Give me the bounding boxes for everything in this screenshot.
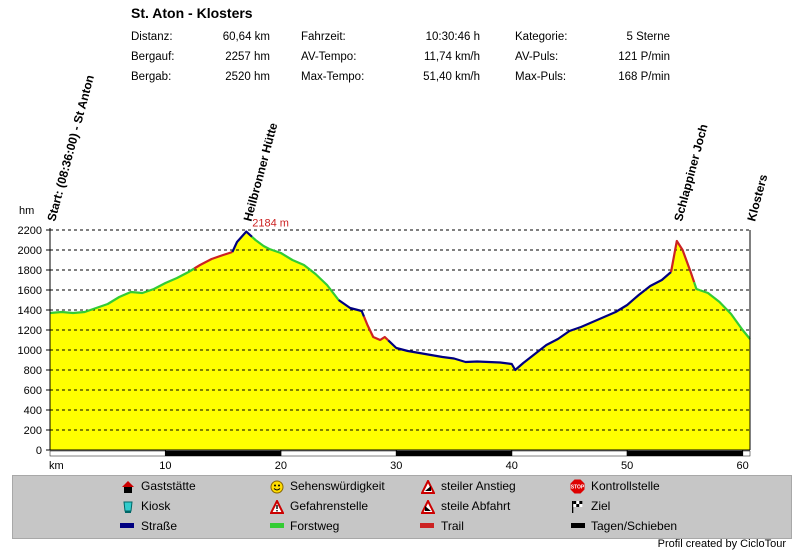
trail-line [420, 523, 434, 528]
elevation-chart: 0 200 400 600 800 1000 1200 1400 1600 1800 2000 220… [18, 73, 771, 472]
x-tick-label: 40 [506, 460, 518, 472]
y-tick-label: 400 [24, 405, 42, 417]
legend: Gaststätte Kiosk Straße Sehenswürdigkeit… [12, 475, 792, 539]
x-tick-label: 50 [621, 460, 633, 472]
warning-icon [270, 500, 284, 514]
legend-label-steile-abfahrt: steile Abfahrt [441, 499, 511, 513]
y-axis-label: hm [19, 205, 34, 217]
x-tick-label: 30 [390, 460, 402, 472]
waypoint-label: Start: (08:36:00) - St Anton [44, 73, 97, 222]
waypoint-label: Schlappiner Joch [671, 123, 710, 223]
stat-label-max-speed: Max-Tempo: [301, 71, 365, 83]
legend-label-forstweg: Forstweg [290, 519, 340, 533]
stat-value-time: 10:30:46 h [425, 31, 480, 43]
stat-label-distance: Distanz: [131, 31, 173, 43]
stat-label-descent: Bergab: [131, 71, 172, 83]
x-tick-label: 60 [736, 460, 748, 472]
road-line [120, 523, 134, 528]
y-tick-label: 600 [24, 385, 42, 397]
axes [49, 228, 751, 457]
y-tick-label: 1400 [18, 305, 42, 317]
stop-icon: STOP [570, 479, 585, 494]
forest-line [270, 523, 284, 528]
y-tick-label: 800 [24, 365, 42, 377]
stat-label-category: Kategorie: [515, 31, 568, 43]
stat-label-avg-pulse: AV-Puls: [515, 51, 559, 63]
legend-label-kontrollstelle: Kontrollstelle [591, 479, 660, 493]
stat-value-avg-speed: 11,74 km/h [423, 51, 480, 63]
y-tick-label: 1800 [18, 265, 42, 277]
profile-fill [50, 231, 750, 450]
push-segment [165, 451, 281, 456]
profile-line [49, 230, 751, 372]
legend-label-trail: Trail [441, 519, 464, 533]
svg-text:STOP: STOP [571, 485, 585, 491]
legend-label-schieben: Tagen/Schieben [591, 519, 678, 533]
waypoint-label: Klosters [744, 172, 770, 222]
surface-segment [231, 230, 253, 253]
profile-area [50, 231, 750, 450]
stat-value-category: 5 Sterne [626, 31, 670, 43]
stat-value-ascent: 2257 hm [225, 51, 270, 63]
x-tick-label: 20 [275, 460, 287, 472]
stat-value-avg-pulse: 121 P/min [618, 51, 670, 63]
y-tick-label: 1600 [18, 285, 42, 297]
y-tick-label: 2200 [18, 225, 42, 237]
stat-label-ascent: Bergauf: [131, 51, 175, 63]
surface-segment [251, 236, 340, 301]
max-elevation-label: 2184 m [252, 218, 289, 230]
stat-label-time: Fahrzeit: [301, 31, 346, 43]
surface-segment [49, 267, 195, 315]
y-tick-label: 0 [36, 445, 42, 457]
stat-value-descent: 2520 hm [225, 71, 270, 83]
stat-label-max-pulse: Max-Puls: [515, 71, 567, 83]
y-tick-label: 1000 [18, 345, 42, 357]
push-segment [396, 451, 512, 456]
stat-value-max-speed: 51,40 km/h [423, 71, 480, 83]
kiosk-icon [123, 501, 133, 513]
steep-down-icon [421, 500, 435, 514]
y-tick-label: 200 [24, 425, 42, 437]
stat-value-max-pulse: 168 P/min [618, 71, 670, 83]
x-axis-label: km [49, 460, 64, 472]
push-line [571, 523, 585, 528]
waypoint-label: Heilbronner Hütte [241, 121, 281, 223]
x-tick-label: 10 [159, 460, 171, 472]
legend-label-steiler-anstieg: steiler Anstieg [441, 479, 516, 493]
stat-value-distance: 60,64 km [222, 31, 270, 43]
legend-label-gefahrenstelle: Gefahrenstelle [290, 499, 369, 513]
smiley-icon [270, 480, 284, 494]
legend-label-gaststaette: Gaststätte [141, 479, 196, 493]
steep-up-icon [421, 480, 435, 494]
grid-lines [50, 229, 750, 431]
surface-segment [193, 250, 233, 270]
legend-label-strasse: Straße [141, 519, 178, 533]
legend-label-kiosk: Kiosk [141, 499, 171, 513]
push-segment [627, 451, 743, 456]
surface-segment [387, 271, 672, 372]
legend-label-sehenswuerdigkeit: Sehenswürdigkeit [290, 479, 385, 493]
surface-segment [337, 299, 366, 318]
surface-segment [362, 316, 389, 342]
surface-segment [693, 281, 751, 340]
legend-label-ziel: Ziel [591, 499, 611, 513]
chart-title: St. Aton - Klosters [131, 5, 253, 21]
stat-label-avg-speed: AV-Tempo: [301, 51, 357, 63]
surface-segment [669, 239, 696, 283]
y-tick-label: 2000 [18, 245, 42, 257]
finish-flag-icon [572, 501, 583, 513]
house-icon [122, 481, 134, 493]
credit-text: Profil created by CicloTour [657, 538, 786, 550]
y-tick-label: 1200 [18, 325, 42, 337]
